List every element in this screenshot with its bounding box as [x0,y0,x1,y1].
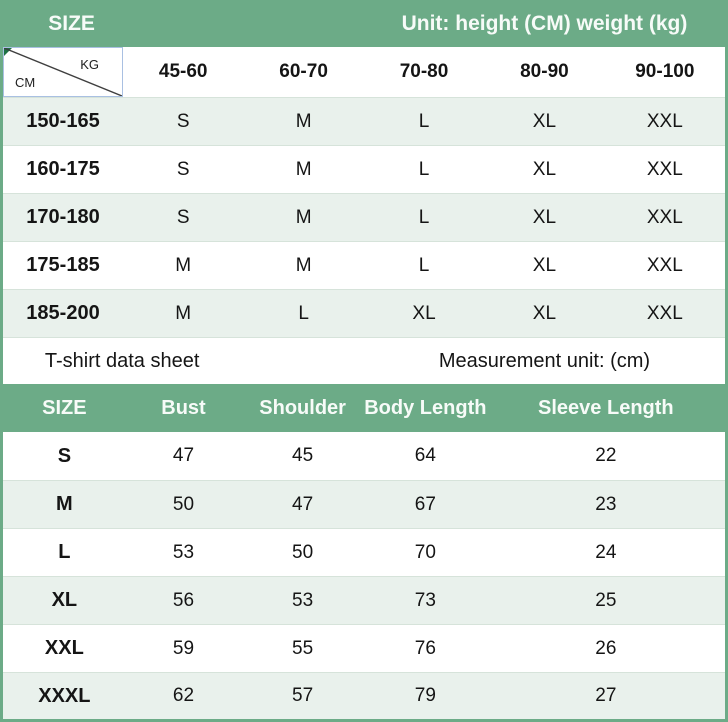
corner-cm-label: CM [15,75,36,90]
height-row: 185-200 M L XL XL XXL [3,289,725,337]
size-chart-header: SIZE Unit: height (CM) weight (kg) [3,0,725,47]
size-cell: M [295,158,312,180]
weight-column-header: 70-80 [399,61,449,82]
measurement-value-cell: 23 [595,493,617,515]
height-range-label: 150-165 [26,110,100,132]
measurement-size-label: L [58,541,71,563]
size-cell: XXL [646,302,683,324]
measurement-value-cell: 26 [595,637,617,659]
measurement-header-cell: Body Length [364,396,487,419]
corner-cell: KG CM [3,47,123,97]
size-cell: L [298,302,309,324]
height-range-label: 185-200 [26,302,100,324]
measurement-value-cell: 22 [595,445,617,466]
measurement-value-cell: 24 [595,541,617,563]
note-row: T-shirt data sheet Measurement unit: (cm… [3,337,725,384]
size-cell: M [295,254,312,276]
measurement-value-cell: 76 [414,637,436,659]
measurement-value-cell: 79 [414,685,436,706]
measurement-size-label: XXXL [38,684,91,707]
size-cell: M [175,254,192,276]
measurement-value-cell: 67 [414,493,436,515]
size-cell: M [295,110,312,132]
measurement-size-label: XXL [44,637,84,659]
size-cell: M [175,302,192,324]
weight-header-row: KG CM 45-60 60-70 70-80 80-90 90-100 [3,47,725,97]
weight-column-header: 90-100 [635,61,695,82]
header-spacer [140,0,364,47]
measurement-value-cell: 45 [292,445,314,466]
measurement-value-cell: 25 [595,589,617,611]
height-range-label: 170-180 [26,206,100,228]
measurement-header-cell: SIZE [42,396,87,419]
measurement-value-cell: 47 [292,493,314,515]
size-cell: XXL [646,206,683,228]
size-cell: XL [532,158,557,180]
measurement-header-cell: Shoulder [259,396,346,419]
measurement-value-cell: 50 [292,541,314,563]
size-cell: XL [532,206,557,228]
height-row: 150-165 S M L XL XXL [3,97,725,145]
measurement-value-cell: 70 [414,541,436,563]
height-range-label: 160-175 [26,158,100,180]
note-spacer [241,338,364,384]
measurement-row: XXL 59 55 76 26 [3,624,725,672]
measurement-value-cell: 27 [595,685,617,706]
measurement-value-cell: 64 [414,445,436,466]
size-cell: S [176,110,190,132]
size-cell: L [418,158,430,180]
measurement-value-cell: 53 [172,541,195,563]
diagonal-line-icon [4,48,122,96]
measurement-value-cell: 47 [172,445,195,466]
measurement-value-cell: 50 [172,493,195,515]
size-cell: S [176,158,190,180]
size-cell: XL [532,254,557,276]
measurement-header-cell: Bust [161,396,206,419]
weight-column-header: 60-70 [279,61,328,82]
measurement-value-cell: 73 [414,589,436,611]
measurement-value-cell: 53 [292,589,314,611]
size-cell: XL [532,110,557,132]
measurement-value-cell: 56 [172,589,195,611]
measurement-row: L 53 50 70 24 [3,528,725,576]
measurement-row: XXXL 62 57 79 27 [3,672,725,719]
size-cell: XXL [646,110,683,132]
height-row: 160-175 S M L XL XXL [3,145,725,193]
measurement-value-cell: 57 [292,685,314,706]
weight-column-header: 80-90 [520,61,569,82]
measurement-value-cell: 55 [292,637,314,659]
measurement-row: S 47 45 64 22 [3,432,725,480]
size-chart-title: SIZE [48,11,95,35]
size-cell: XXL [646,158,683,180]
size-cell: M [295,206,312,228]
measurement-header-cell: Sleeve Length [538,396,674,419]
measurement-size-label: XL [51,589,78,611]
corner-kg-label: KG [80,57,99,72]
measurement-header-row: SIZE Bust Shoulder Body Length Sleeve Le… [3,384,725,432]
weight-column-header: 45-60 [158,61,208,82]
height-row: 170-180 S M L XL XXL [3,193,725,241]
measurement-size-label: M [56,493,73,515]
size-cell: XL [412,302,436,324]
measurement-value-cell: 62 [172,685,195,706]
size-cell: S [176,206,190,228]
height-range-label: 175-185 [26,254,100,276]
size-cell: XL [532,302,557,324]
measurement-unit-label: Measurement unit: (cm) [438,349,651,372]
measurement-value-cell: 59 [172,637,195,659]
measurement-sheet-title: T-shirt data sheet [44,349,200,372]
measurement-size-label: S [57,444,72,467]
unit-label: Unit: height (CM) weight (kg) [401,11,688,35]
measurement-row: M 50 47 67 23 [3,480,725,528]
height-row: 175-185 M M L XL XXL [3,241,725,289]
size-cell: L [418,110,430,132]
corner-marker-icon [4,48,12,56]
measurement-row: XL 56 53 73 25 [3,576,725,624]
size-cell: XXL [646,254,683,276]
size-cell: L [418,254,430,276]
size-cell: L [418,206,430,228]
